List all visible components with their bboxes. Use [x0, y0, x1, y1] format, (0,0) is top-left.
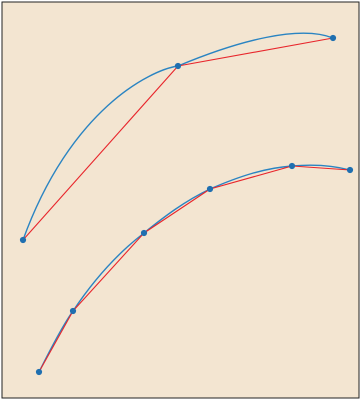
lower-curve-group	[35, 162, 354, 376]
lower-control-points	[35, 162, 354, 376]
lower-control-point	[140, 229, 148, 237]
lower-chord-segment	[291, 165, 351, 171]
upper-curve-group	[19, 32, 337, 244]
upper-chord-polyline	[22, 37, 334, 241]
lower-control-point	[35, 368, 43, 376]
lower-control-point	[288, 162, 296, 170]
upper-chord-segment	[177, 37, 334, 67]
upper-control-point	[174, 62, 182, 70]
lower-chord-segment	[143, 188, 211, 234]
lower-chord-segment	[72, 232, 145, 312]
lower-chord-polyline	[38, 165, 351, 373]
lower-control-point	[69, 307, 77, 315]
lower-chord-segment	[38, 310, 74, 373]
lower-control-point	[206, 185, 214, 193]
upper-control-points	[19, 34, 337, 244]
lower-control-point	[346, 166, 354, 174]
lower-chord-segment	[209, 165, 293, 190]
upper-chord-segment	[22, 65, 179, 241]
upper-control-point	[19, 236, 27, 244]
upper-control-point	[329, 34, 337, 42]
